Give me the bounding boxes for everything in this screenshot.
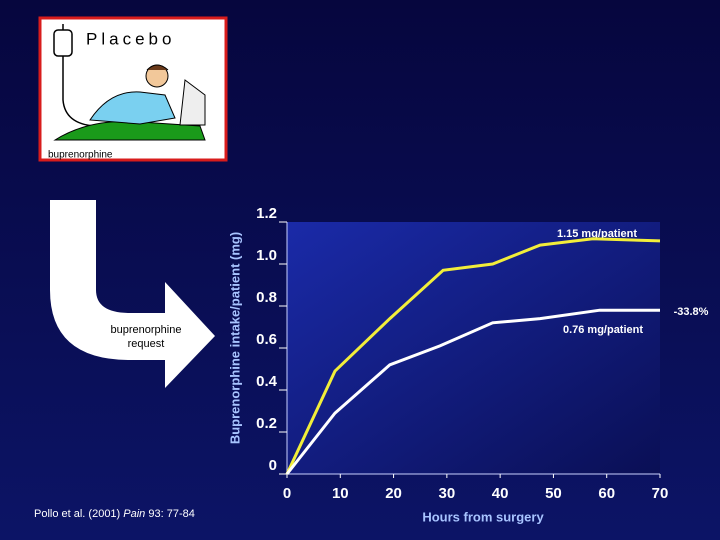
illustration: Placebo buprenorphine	[38, 16, 228, 162]
data-line	[285, 308, 660, 475]
plot-area	[287, 222, 660, 474]
x-axis-title: Hours from surgery	[422, 509, 544, 524]
arrow-text: request	[128, 338, 165, 350]
y-tick-label: 0.2	[256, 415, 277, 432]
x-tick-label: 20	[385, 485, 402, 502]
arrow-text: buprenorphine	[111, 324, 182, 336]
y-tick-label: 1.0	[256, 247, 277, 264]
x-tick-label: 10	[332, 485, 349, 502]
x-tick-label: 40	[492, 485, 509, 502]
illustration-title: Placebo	[86, 29, 175, 48]
y-tick-label: 0.4	[256, 373, 278, 390]
x-tick-label: 0	[283, 485, 291, 502]
citation-part: Pain	[123, 508, 145, 520]
annotation: 1.15 mg/patient	[557, 228, 637, 240]
y-tick-label: 0	[269, 457, 277, 474]
x-tick-label: 30	[439, 485, 456, 502]
y-tick-label: 0.8	[256, 289, 277, 306]
y-axis-title: Buprenorphine intake/patient (mg)	[227, 232, 242, 444]
x-tick-label: 50	[545, 485, 562, 502]
citation-part: 93: 77-84	[145, 508, 195, 520]
y-tick-label: 0.6	[256, 331, 277, 348]
x-tick-label: 70	[652, 485, 669, 502]
citation: Pollo et al. (2001) Pain 93: 77-84	[34, 508, 195, 520]
annotation: -33.8%	[674, 306, 709, 318]
annotation: 0.76 mg/patient	[563, 324, 643, 336]
plot	[287, 222, 660, 474]
request-arrow	[50, 200, 215, 388]
x-tick-label: 60	[598, 485, 615, 502]
citation-part: Pollo et al. (2001)	[34, 508, 123, 520]
data-line	[285, 237, 661, 475]
illustration-label: buprenorphine	[48, 150, 113, 161]
y-tick-label: 1.2	[256, 205, 277, 222]
